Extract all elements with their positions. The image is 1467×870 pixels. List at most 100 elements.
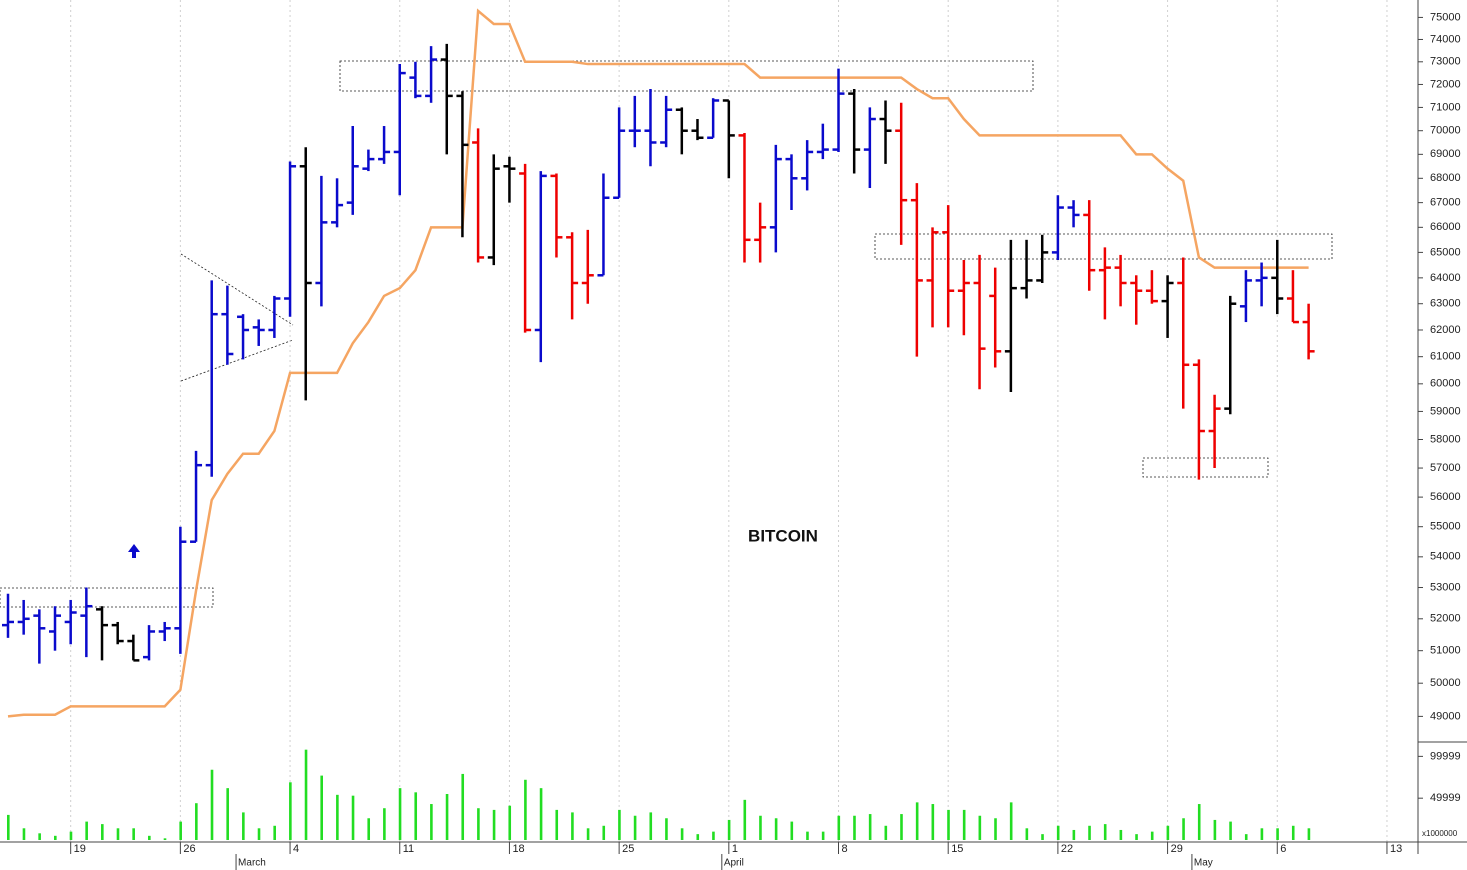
x-tick-label: 8 [842,843,848,855]
volume-bar [1182,818,1185,840]
volume-bar [1307,828,1311,840]
volume-bar [649,812,653,840]
volume-bar [1088,825,1091,840]
volume-bar [868,814,872,840]
volume-bar [915,802,919,840]
triangle-line [180,253,294,326]
y-tick-label: 74000 [1430,33,1461,45]
volume-bar [304,749,308,840]
y-tick-label: 52000 [1430,613,1461,625]
y-tick-label: 70000 [1430,125,1461,137]
volume-bar [900,814,903,840]
y-tick-label: 53000 [1430,581,1461,593]
volume-bar [69,831,73,840]
y-tick-label: 67000 [1430,197,1461,209]
volume-bar [195,803,198,840]
volume-bar [1166,825,1170,840]
volume-bar [727,819,731,840]
y-tick-label: 63000 [1430,298,1461,310]
volume-bar [1244,834,1248,840]
y-tick-label: 71000 [1430,101,1461,113]
volume-bar [743,799,747,840]
volume-bar [947,809,950,840]
volume-bar [962,809,966,840]
volume-bar [884,825,888,840]
range-box [1142,457,1269,478]
y-tick-label: 60000 [1430,378,1461,390]
volume-bar [226,788,229,840]
volume-bar [1229,821,1232,840]
volume-bar [1276,828,1279,840]
annotations [0,60,1333,608]
x-tick-label: 19 [74,843,86,855]
volume-bar [1009,802,1013,840]
month-label: March [238,858,266,869]
volume-bar [273,825,276,840]
volume-bar [837,815,841,840]
y-tick-label: 75000 [1430,11,1461,23]
volume-bar [38,833,41,840]
y-tick-label: 61000 [1430,351,1461,363]
volume-bar [383,808,386,840]
volume-bar [414,792,418,840]
volume-bar [586,828,590,840]
volume-bar [602,825,606,840]
y-tick-label: 57000 [1430,462,1461,474]
x-tick-label: 1 [732,843,738,855]
y-tick-label: 59000 [1430,405,1461,417]
volume-bar [618,809,621,840]
stop-line [7,8,1309,718]
volume-bar [759,815,762,840]
y-tick-label: 56000 [1430,491,1461,503]
volume-bar [132,828,135,840]
volume-bar [116,828,120,840]
volume-bar [696,834,700,840]
range-box [339,60,1034,92]
y-tick-label: 49000 [1430,710,1461,722]
volume-bar [351,795,355,840]
volume-bar [85,821,88,840]
volume-bar [54,835,57,840]
x-tick-label: 13 [1390,843,1402,855]
volume-bar [398,788,402,840]
volume-bar [1213,819,1217,840]
y-tick-label: 65000 [1430,246,1461,258]
x-tick-label: 22 [1061,843,1073,855]
volume-bar [336,794,339,840]
volume-bar [633,815,637,840]
y-tick-label: 72000 [1430,78,1461,90]
volume-bar [148,835,151,840]
volume-bar [1119,829,1123,840]
volume-bar [571,812,574,840]
volume-bar [508,805,512,840]
volume-bar [242,812,245,840]
volume-bar [320,775,323,840]
volume-bar [367,818,371,840]
volume-bar [790,821,794,840]
volume-bar [1025,828,1029,840]
y-tick-label: 73000 [1430,56,1461,68]
volume-bar [163,838,167,840]
volume-bar [853,815,856,840]
y-tick-label: 66000 [1430,221,1461,233]
volume-bar [1291,825,1295,840]
volume-bar [492,809,496,840]
x-tick-label: 6 [1280,843,1286,855]
volume-bar [101,824,104,840]
volume-bar [1041,834,1044,840]
y-tick-label: 62000 [1430,324,1461,336]
volume-bar [1260,828,1264,840]
volume-bar [680,828,684,840]
y-tick-label: 69000 [1430,148,1461,160]
volume-bar [1072,829,1076,840]
x-tick-label: 25 [622,843,634,855]
month-label: May [1194,858,1213,869]
volume-bar [461,773,465,840]
volume-bar [1056,825,1060,840]
x-tick-label: 11 [403,843,414,855]
volume-bar [210,769,214,840]
volume-bar [978,815,982,840]
volume-bar [994,818,997,840]
x-tick-label: 4 [293,843,299,855]
